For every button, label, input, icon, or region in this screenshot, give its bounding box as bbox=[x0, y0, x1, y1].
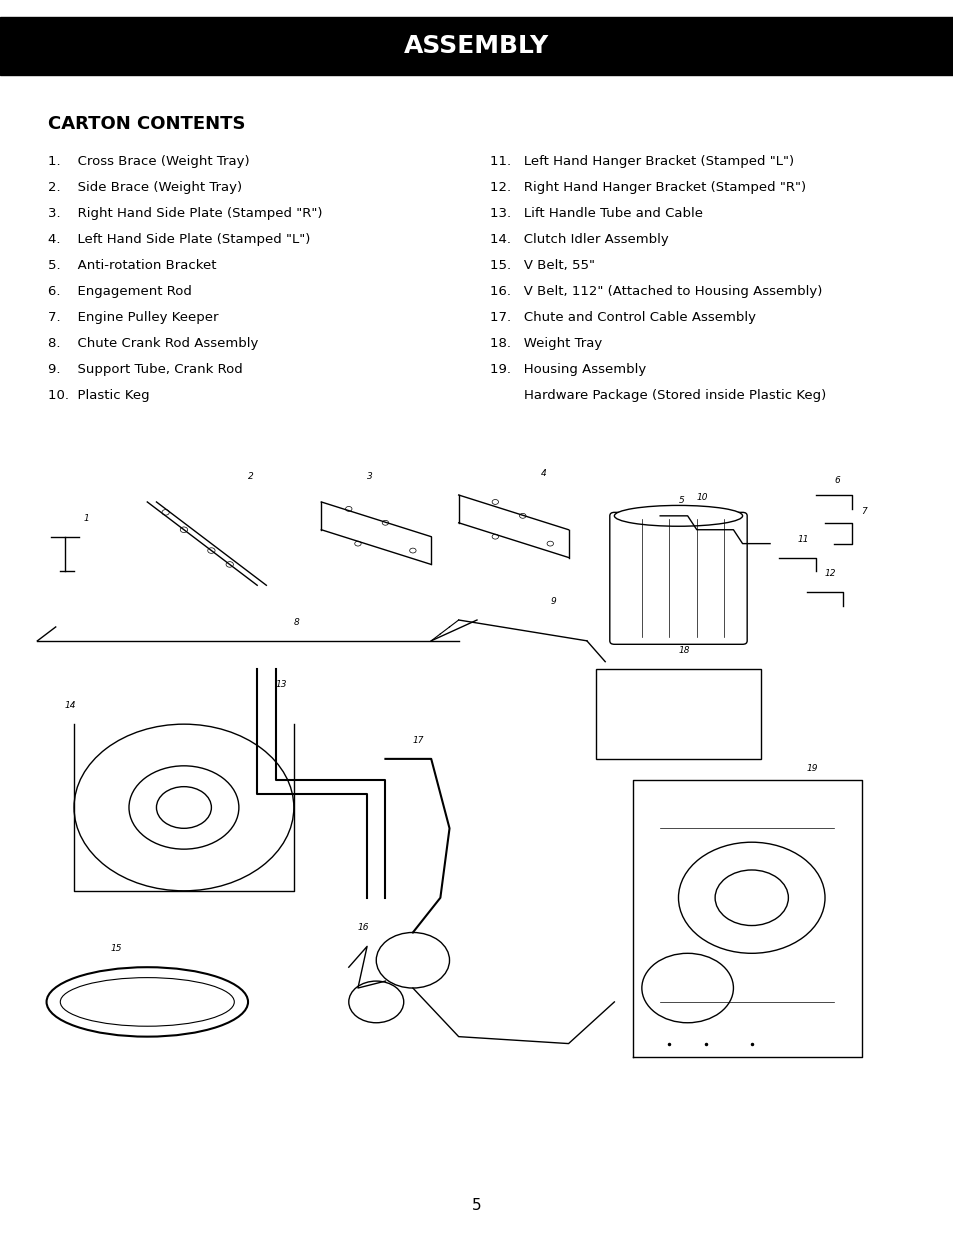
Text: 17: 17 bbox=[413, 737, 424, 745]
Text: 11: 11 bbox=[797, 534, 808, 543]
Text: 3: 3 bbox=[367, 472, 373, 481]
Text: 9: 9 bbox=[550, 598, 556, 606]
Text: 14.   Clutch Idler Assembly: 14. Clutch Idler Assembly bbox=[490, 233, 668, 246]
Text: 8.    Chute Crank Rod Assembly: 8. Chute Crank Rod Assembly bbox=[48, 337, 258, 350]
Bar bbox=[596, 668, 760, 759]
Text: 12.   Right Hand Hanger Bracket (Stamped "R"): 12. Right Hand Hanger Bracket (Stamped "… bbox=[490, 181, 805, 193]
Bar bbox=[0, 17, 953, 74]
Text: 5: 5 bbox=[472, 1198, 481, 1213]
Text: 13: 13 bbox=[275, 681, 287, 689]
Text: 11.   Left Hand Hanger Bracket (Stamped "L"): 11. Left Hand Hanger Bracket (Stamped "L… bbox=[490, 155, 793, 167]
Text: 13.   Lift Handle Tube and Cable: 13. Lift Handle Tube and Cable bbox=[490, 207, 702, 219]
Text: 16: 16 bbox=[357, 924, 369, 932]
Text: 4: 4 bbox=[540, 469, 546, 477]
Ellipse shape bbox=[60, 977, 234, 1027]
Text: 12: 12 bbox=[824, 569, 836, 578]
Ellipse shape bbox=[614, 506, 741, 526]
Text: CARTON CONTENTS: CARTON CONTENTS bbox=[48, 115, 245, 133]
Text: 2: 2 bbox=[248, 472, 253, 481]
FancyBboxPatch shape bbox=[609, 512, 746, 645]
Text: 9.    Support Tube, Crank Rod: 9. Support Tube, Crank Rod bbox=[48, 363, 242, 376]
Text: 17.   Chute and Control Cable Assembly: 17. Chute and Control Cable Assembly bbox=[490, 311, 755, 324]
Text: 7: 7 bbox=[861, 507, 866, 516]
Text: 4.    Left Hand Side Plate (Stamped "L"): 4. Left Hand Side Plate (Stamped "L") bbox=[48, 233, 310, 246]
Text: 16.   V Belt, 112" (Attached to Housing Assembly): 16. V Belt, 112" (Attached to Housing As… bbox=[490, 285, 821, 298]
Text: 7.    Engine Pulley Keeper: 7. Engine Pulley Keeper bbox=[48, 311, 218, 324]
Text: 19: 19 bbox=[806, 764, 818, 773]
Text: 6.    Engagement Rod: 6. Engagement Rod bbox=[48, 285, 192, 298]
Text: 18: 18 bbox=[678, 646, 689, 655]
Text: 14: 14 bbox=[65, 702, 76, 711]
Text: 15: 15 bbox=[111, 945, 122, 954]
Text: 3.    Right Hand Side Plate (Stamped "R"): 3. Right Hand Side Plate (Stamped "R") bbox=[48, 207, 322, 219]
Text: 19.   Housing Assembly: 19. Housing Assembly bbox=[490, 363, 645, 376]
Text: Hardware Package (Stored inside Plastic Keg): Hardware Package (Stored inside Plastic … bbox=[490, 389, 825, 402]
Text: 10: 10 bbox=[696, 494, 707, 502]
Text: 18.   Weight Tray: 18. Weight Tray bbox=[490, 337, 601, 350]
Text: 6: 6 bbox=[833, 476, 839, 485]
Text: 1.    Cross Brace (Weight Tray): 1. Cross Brace (Weight Tray) bbox=[48, 155, 250, 167]
Ellipse shape bbox=[47, 967, 248, 1037]
Text: 5.    Anti-rotation Bracket: 5. Anti-rotation Bracket bbox=[48, 259, 216, 272]
Text: 5: 5 bbox=[678, 496, 683, 506]
Text: 2.    Side Brace (Weight Tray): 2. Side Brace (Weight Tray) bbox=[48, 181, 242, 193]
Text: 1: 1 bbox=[83, 513, 89, 523]
Text: 10.  Plastic Keg: 10. Plastic Keg bbox=[48, 389, 150, 402]
Text: 8: 8 bbox=[294, 618, 299, 627]
Text: ASSEMBLY: ASSEMBLY bbox=[404, 33, 549, 58]
Text: 15.   V Belt, 55": 15. V Belt, 55" bbox=[490, 259, 595, 272]
